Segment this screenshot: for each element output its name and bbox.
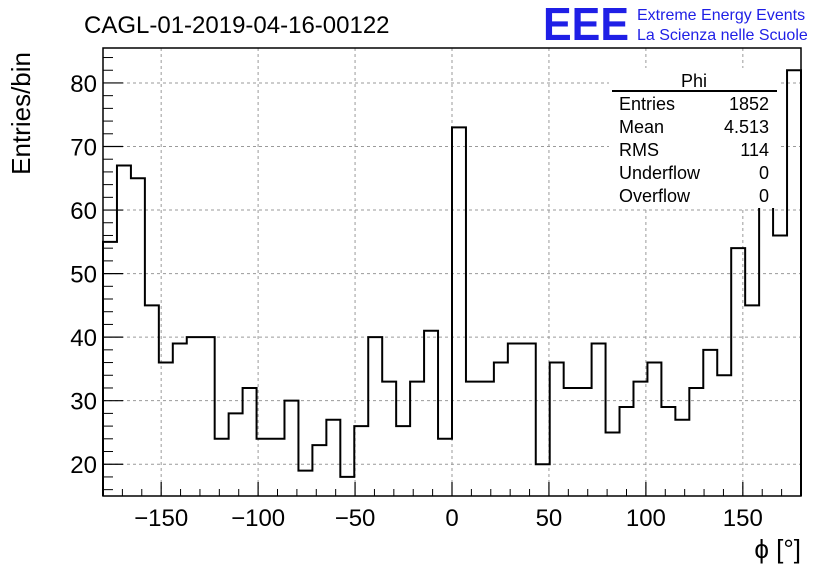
y-tick-label: 20 (70, 452, 97, 479)
stats-label-rms: RMS (619, 140, 659, 160)
y-tick-label: 30 (70, 389, 97, 416)
histogram-bin (284, 401, 298, 496)
y-tick-label: 70 (70, 134, 97, 161)
histogram-bin (592, 343, 606, 496)
histogram-bin (271, 439, 285, 496)
stats-box-title: Phi (681, 71, 707, 91)
histogram-bin (787, 70, 801, 496)
histogram-bin (396, 426, 410, 496)
histogram-bin (438, 439, 452, 496)
histogram-bin (606, 432, 620, 496)
histogram-bin (368, 337, 382, 496)
stats-value-rms: 114 (740, 140, 769, 160)
histogram-bin (452, 127, 466, 496)
histogram-bin (173, 343, 187, 496)
stats-label-entries: Entries (619, 94, 675, 114)
histogram-bin (201, 337, 215, 496)
histogram-bin (131, 178, 145, 496)
y-tick-label: 40 (70, 325, 97, 352)
histogram-bin (731, 248, 745, 496)
y-axis-label: Entries/bin (6, 52, 36, 175)
histogram-bin (522, 343, 536, 496)
eee-logo-mark: EEE (543, 0, 629, 50)
histogram-bin (550, 363, 564, 496)
histogram-bin (340, 477, 354, 496)
y-tick-label: 50 (70, 262, 97, 289)
x-tick-label: 150 (723, 505, 763, 532)
histogram-bin (243, 388, 257, 496)
stats-value-overflow: 0 (759, 186, 769, 206)
histogram-bin (298, 471, 312, 496)
histogram-outline (102, 69, 802, 496)
histogram-bars (102, 69, 802, 496)
histogram-bin (159, 363, 173, 496)
x-tick-label: −50 (335, 505, 376, 532)
histogram-bin (773, 235, 787, 496)
histogram-bin (117, 166, 131, 496)
histogram-bin (480, 382, 494, 496)
x-tick-label: −100 (231, 505, 285, 532)
stats-value-underflow: 0 (759, 163, 769, 183)
x-axis-label: ϕ [°] (754, 534, 801, 564)
histogram-bin (215, 439, 229, 496)
axis-ticks: −150 −100 −50 0 50 100 150 20 30 40 50 60 70 80 (70, 57, 783, 532)
histogram-bin (536, 464, 550, 496)
histogram-bin (717, 375, 731, 496)
histogram-bin (466, 382, 480, 496)
histogram-bin (675, 420, 689, 496)
histogram-bin (759, 204, 773, 496)
histogram-bin (424, 331, 438, 496)
histogram-bin (229, 413, 243, 496)
x-tick-label: −150 (134, 505, 188, 532)
histogram-bin (187, 337, 201, 496)
y-tick-label: 60 (70, 198, 97, 225)
x-tick-label: 0 (445, 505, 458, 532)
stats-label-overflow: Overflow (619, 186, 691, 206)
stats-value-entries: 1852 (729, 94, 769, 114)
eee-logo: EEE Extreme Energy Events La Scienza nel… (543, 0, 808, 50)
histogram-bin (578, 388, 592, 496)
stats-box: Phi Entries 1852 Mean 4.513 RMS 114 Unde… (609, 68, 781, 208)
chart-title: CAGL-01-2019-04-16-00122 (84, 12, 390, 39)
histogram-bin (410, 382, 424, 496)
histogram-bin (647, 363, 661, 496)
histogram-bin (661, 407, 675, 496)
stats-value-mean: 4.513 (724, 117, 769, 137)
histogram-bin (508, 343, 522, 496)
stats-label-mean: Mean (619, 117, 664, 137)
histogram-bin (703, 350, 717, 496)
histogram-bin (745, 305, 759, 496)
stats-label-underflow: Underflow (619, 163, 701, 183)
histogram-bin (312, 445, 326, 496)
histogram-bin (354, 426, 368, 496)
eee-logo-line2: La Scienza nelle Scuole (637, 27, 808, 44)
histogram-bin (620, 407, 634, 496)
histogram-bin (633, 382, 647, 496)
y-tick-label: 80 (70, 71, 97, 98)
histogram-bin (382, 382, 396, 496)
histogram-bin (689, 388, 703, 496)
histogram-bin (564, 388, 578, 496)
eee-logo-line1: Extreme Energy Events (637, 7, 805, 24)
histogram-bin (326, 420, 340, 496)
histogram-bin (494, 363, 508, 496)
histogram-bin (103, 242, 117, 496)
histogram-bin (145, 305, 159, 496)
x-tick-label: 50 (536, 505, 563, 532)
x-tick-label: 100 (626, 505, 666, 532)
